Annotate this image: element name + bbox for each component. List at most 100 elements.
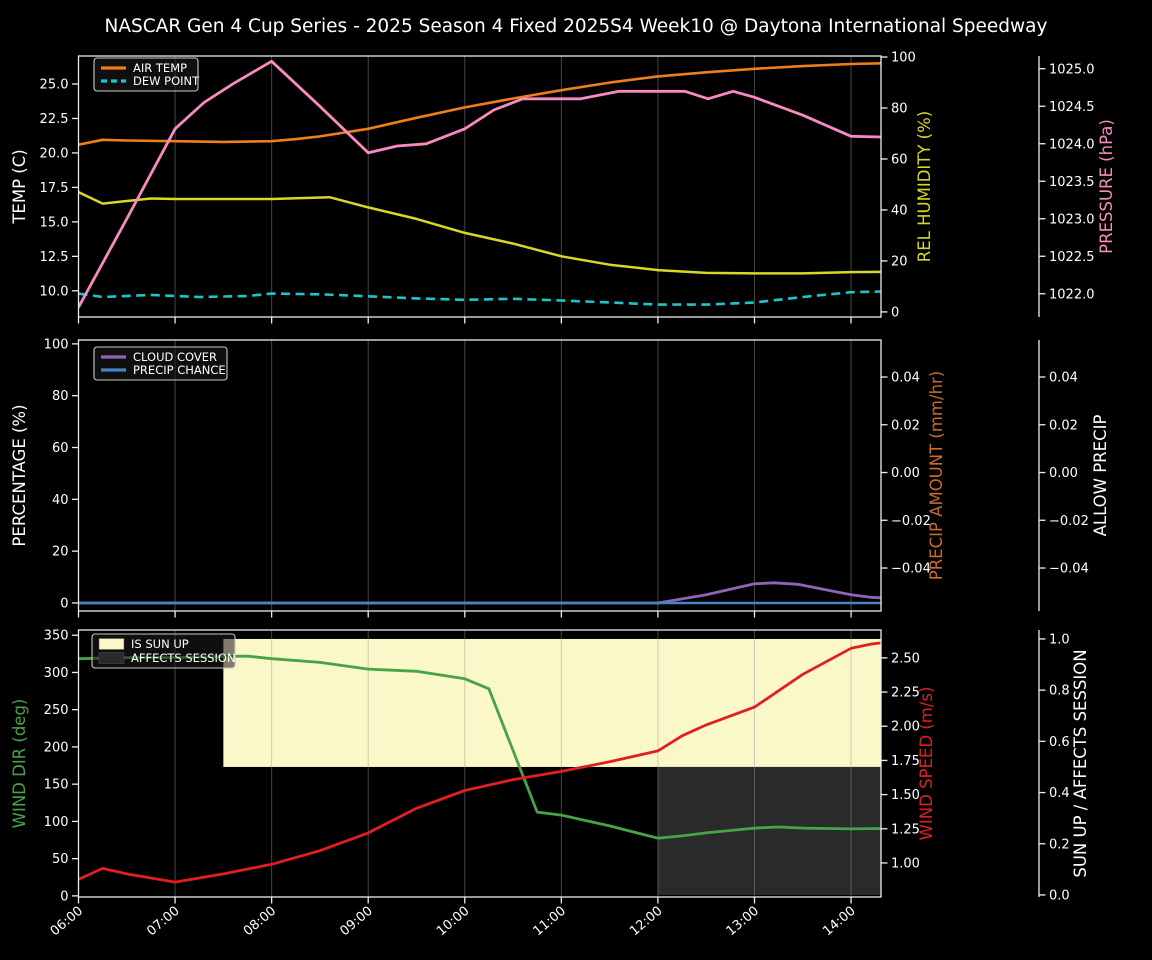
offset-tick-label: −0.04	[1049, 562, 1089, 577]
offset-tick-label: 1023.5	[1049, 175, 1095, 190]
right-tick-label: 1.50	[891, 788, 920, 803]
legend-swatch-is-sun-up	[98, 638, 125, 650]
series-pressure	[78, 59, 881, 308]
left-tick-label: 40	[52, 493, 69, 508]
right-tick-label: 0.02	[891, 418, 920, 433]
left-tick-label: 0	[60, 889, 68, 904]
series-wind-speed	[78, 641, 881, 884]
offset-tick-label: 1022.5	[1049, 250, 1095, 265]
offset-tick-label: 1023.0	[1049, 212, 1095, 227]
offset-tick-label: 1024.5	[1049, 100, 1095, 115]
right-tick-label: 1.75	[891, 754, 920, 769]
x-tick-label: 13:00	[724, 904, 762, 940]
offset-tick-label: 1024.0	[1049, 137, 1095, 152]
left-tick-label: 20	[52, 545, 69, 560]
series-air-temp	[78, 62, 881, 146]
axis-label-right-precipitation: PRECIP AMOUNT (mm/hr)	[927, 371, 946, 581]
page-title: NASCAR Gen 4 Cup Series - 2025 Season 4 …	[104, 16, 1048, 37]
left-tick-label: 0	[60, 596, 68, 611]
left-tick-label: 100	[44, 815, 69, 830]
left-tick-label: 17.5	[40, 181, 69, 196]
panel-border	[77, 629, 882, 898]
left-tick-label: 200	[44, 740, 69, 755]
x-tick-label: 09:00	[337, 904, 375, 940]
left-tick-label: 25.0	[40, 77, 69, 92]
axis-label-right-temperature: REL HUMIDITY (%)	[915, 111, 934, 262]
region-is-sun-up	[223, 638, 881, 767]
left-tick-label: 50	[52, 852, 69, 867]
offset-tick-label: −0.02	[1049, 514, 1089, 529]
right-tick-label: 20	[891, 254, 908, 269]
offset-tick-label: 0.0	[1049, 888, 1070, 903]
right-tick-label: 0	[891, 305, 899, 320]
legend-box	[93, 57, 199, 92]
panel-wind: 0 50 100 150 200 250 300 350 WIND DIR (deg) 1.00 1…	[10, 629, 1090, 939]
right-tick-label: 1.25	[891, 822, 920, 837]
panel-border	[77, 55, 882, 318]
axis-label-offset-precipitation: ALLOW PRECIP	[1091, 415, 1110, 537]
x-tick-label: 10:00	[434, 904, 472, 940]
right-tick-label: 2.25	[891, 686, 920, 701]
right-tick-label: 80	[891, 101, 908, 116]
offset-tick-label: 0.02	[1049, 418, 1078, 433]
legend-box	[91, 633, 236, 669]
legend-box	[93, 346, 228, 381]
x-tick-label: 12:00	[627, 904, 665, 940]
legend-label: PRECIP CHANCE	[133, 363, 226, 377]
legend-label: CLOUD COVER	[133, 350, 217, 364]
series-rel-humidity	[78, 190, 881, 275]
right-tick-label: 0.00	[891, 466, 920, 481]
legend-label: IS SUN UP	[131, 637, 189, 651]
legend-swatch-affects-session	[98, 652, 125, 664]
offset-tick-label: 1.0	[1049, 632, 1070, 647]
right-tick-label: 40	[891, 203, 908, 218]
left-tick-label: 250	[44, 703, 69, 718]
offset-tick-label: 0.8	[1049, 684, 1070, 699]
left-tick-label: 12.5	[40, 250, 69, 265]
left-tick-label: 10.0	[40, 284, 69, 299]
right-tick-label: 1.00	[891, 856, 920, 871]
region-affects-session	[657, 766, 881, 895]
right-tick-label: −0.04	[891, 562, 931, 577]
right-tick-label: −0.02	[891, 514, 931, 529]
legend-label: DEW POINT	[133, 74, 200, 88]
panel-precipitation: 0 20 40 60 80 100 PERCENTAGE (%) −0.04 −0.02 0.00…	[10, 337, 1110, 618]
offset-tick-label: 0.04	[1049, 371, 1078, 386]
legend-label: AIR TEMP	[133, 61, 187, 75]
right-tick-label: 100	[891, 51, 916, 66]
left-tick-label: 15.0	[40, 215, 69, 230]
axis-label-left-temperature: TEMP (C)	[10, 149, 29, 224]
offset-tick-label: 0.2	[1049, 837, 1070, 852]
offset-tick-label: 1025.0	[1049, 62, 1095, 77]
right-tick-label: 2.00	[891, 720, 920, 735]
axis-label-left-wind: WIND DIR (deg)	[10, 699, 29, 829]
right-tick-label: 60	[891, 152, 908, 167]
left-tick-label: 80	[52, 389, 69, 404]
x-tick-label: 11:00	[531, 904, 569, 940]
series-cloud-cover	[78, 581, 881, 605]
left-tick-label: 300	[44, 666, 69, 681]
offset-tick-label: 0.00	[1049, 466, 1078, 481]
series-dew-point	[78, 290, 881, 306]
legend-label: AFFECTS SESSION	[131, 651, 236, 665]
left-tick-label: 60	[52, 441, 69, 456]
right-tick-label: 2.50	[891, 651, 920, 666]
axis-label-left-precipitation: PERCENTAGE (%)	[10, 404, 29, 546]
left-tick-label: 150	[44, 778, 69, 793]
panel-temperature: 10.0 12.5 15.0 17.5 20.0 22.5 25.0 TEMP (C) 0 20 4…	[10, 51, 1116, 324]
axis-label-right-wind: WIND SPEED (m/s)	[917, 687, 936, 841]
x-tick-label: 08:00	[241, 904, 279, 940]
offset-tick-label: 1022.0	[1049, 287, 1095, 302]
offset-tick-label: 0.6	[1049, 735, 1070, 750]
axis-label-offset-temperature: PRESSURE (hPa)	[1097, 119, 1116, 254]
offset-tick-label: 0.4	[1049, 786, 1070, 801]
axis-label-offset-wind: SUN UP / AFFECTS SESSION	[1071, 649, 1090, 877]
x-tick-label: 07:00	[144, 904, 182, 940]
left-tick-label: 100	[44, 337, 69, 352]
left-tick-label: 22.5	[40, 112, 69, 127]
